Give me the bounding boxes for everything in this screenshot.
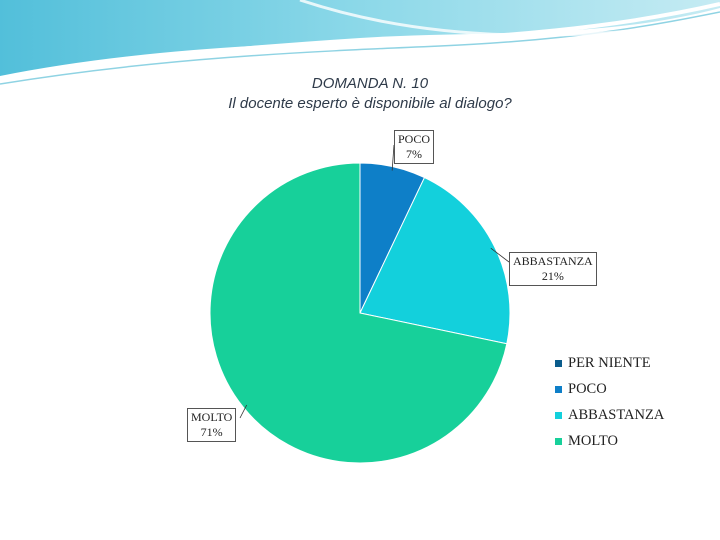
data-label-category: ABBASTANZA bbox=[513, 254, 593, 268]
legend-item-abbastanza: ABBASTANZA bbox=[555, 402, 664, 428]
leader-line-abbastanza bbox=[490, 247, 510, 263]
legend-label: PER NIENTE bbox=[568, 354, 651, 371]
legend-swatch bbox=[555, 411, 562, 419]
legend-item-molto: MOLTO bbox=[555, 428, 664, 454]
data-label-category: MOLTO bbox=[191, 410, 233, 424]
data-label-category: POCO bbox=[398, 132, 431, 146]
data-label-abbastanza: ABBASTANZA 21% bbox=[509, 252, 597, 286]
data-label-poco: POCO 7% bbox=[394, 130, 435, 164]
leader-line-molto bbox=[239, 404, 248, 419]
legend-item-per-niente: PER NIENTE bbox=[555, 350, 664, 376]
legend-item-poco: POCO bbox=[555, 376, 664, 402]
chart-subtitle: Il docente esperto è disponibile al dial… bbox=[228, 95, 512, 112]
chart-legend: PER NIENTE POCO ABBASTANZA MOLTO bbox=[555, 350, 664, 454]
legend-label: ABBASTANZA bbox=[568, 406, 665, 423]
pie-slice-abbastanza bbox=[359, 176, 511, 345]
chart-title-block: DOMANDA N. 10 Il docente esperto è dispo… bbox=[170, 74, 570, 114]
data-label-value: 7% bbox=[406, 147, 422, 161]
legend-swatch bbox=[555, 385, 562, 393]
legend-swatch bbox=[555, 437, 562, 445]
chart-title: DOMANDA N. 10 bbox=[311, 75, 429, 92]
pie-slice-molto bbox=[209, 162, 508, 464]
legend-label: POCO bbox=[568, 380, 607, 397]
data-label-molto: MOLTO 71% bbox=[187, 408, 237, 442]
legend-swatch bbox=[555, 359, 562, 367]
data-label-value: 71% bbox=[200, 425, 223, 439]
data-label-value: 21% bbox=[541, 269, 564, 283]
leader-line-poco bbox=[391, 144, 395, 171]
legend-label: MOLTO bbox=[568, 432, 618, 449]
